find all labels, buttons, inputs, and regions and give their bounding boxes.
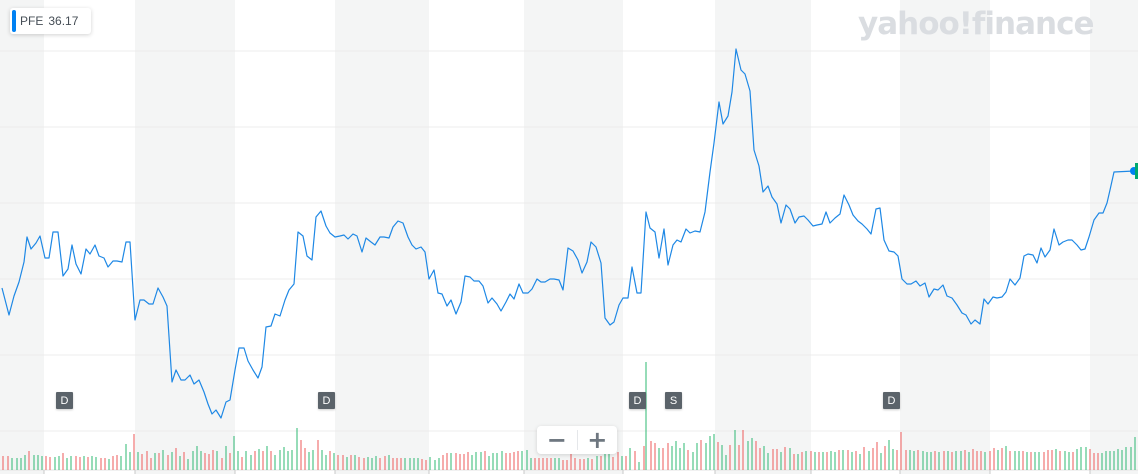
dividend-marker[interactable]: D xyxy=(629,392,646,409)
shaded-band xyxy=(524,0,623,474)
volume-bars xyxy=(2,362,1136,470)
shaded-band xyxy=(135,0,235,474)
dividend-marker[interactable]: D xyxy=(883,392,900,409)
ticker-badge[interactable]: PFE 36.17 xyxy=(10,8,92,34)
shaded-band xyxy=(715,0,811,474)
shaded-band xyxy=(0,0,44,474)
ticker-price: 36.17 xyxy=(48,14,79,28)
zoom-out-button[interactable]: − xyxy=(537,426,577,454)
zoom-controls: − + xyxy=(537,426,617,454)
price-line xyxy=(1,48,1135,419)
zoom-separator xyxy=(576,430,578,450)
yahoo-finance-logo: yahoo!finance xyxy=(858,6,1094,42)
zoom-in-button[interactable]: + xyxy=(578,426,618,454)
ticker-symbol: PFE xyxy=(20,14,44,28)
split-marker[interactable]: S xyxy=(665,392,682,409)
shaded-band xyxy=(900,0,990,474)
dividend-marker[interactable]: D xyxy=(318,392,335,409)
last-price-tag-edge xyxy=(1135,163,1138,179)
dividend-marker[interactable]: D xyxy=(56,392,73,409)
shaded-band xyxy=(1090,0,1138,474)
